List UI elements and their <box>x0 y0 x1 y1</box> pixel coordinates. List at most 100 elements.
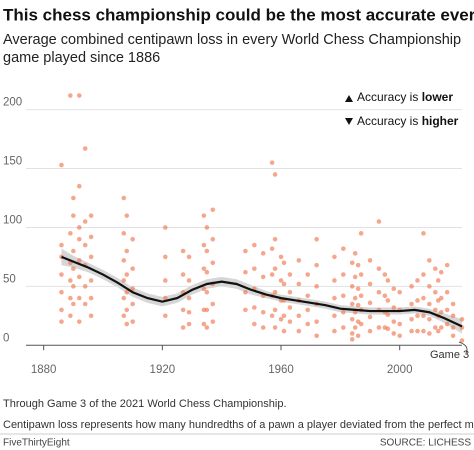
point <box>358 293 364 299</box>
point <box>204 289 210 295</box>
point <box>385 298 391 303</box>
point <box>180 307 186 313</box>
point <box>121 278 127 283</box>
point <box>68 295 73 301</box>
point <box>367 314 373 320</box>
point <box>260 251 266 256</box>
point <box>269 272 275 277</box>
point <box>68 313 73 319</box>
point <box>272 307 278 313</box>
point <box>450 313 456 319</box>
point <box>163 313 168 319</box>
point <box>82 284 88 289</box>
legend-entry: Accuracy is higher <box>357 114 459 128</box>
point <box>355 286 361 291</box>
point <box>376 266 382 271</box>
point <box>124 321 130 327</box>
point <box>415 298 420 303</box>
point <box>314 236 319 242</box>
y-tick-label: 50 <box>3 273 16 285</box>
point <box>88 278 94 283</box>
point <box>281 260 287 266</box>
point <box>391 331 397 336</box>
point <box>121 295 127 301</box>
point <box>427 284 432 289</box>
point <box>355 302 361 308</box>
point <box>124 248 130 254</box>
point <box>385 326 391 332</box>
point <box>252 242 257 248</box>
point <box>409 328 414 334</box>
point <box>358 231 364 236</box>
point <box>352 309 358 315</box>
point <box>305 321 311 327</box>
point <box>415 313 420 319</box>
y-tick-label: 150 <box>3 156 22 168</box>
point <box>287 289 293 295</box>
legend-entry: Accuracy is lower <box>357 90 453 104</box>
point <box>349 301 355 307</box>
point <box>438 269 444 275</box>
point <box>314 319 319 324</box>
point <box>186 321 192 327</box>
point <box>444 289 450 295</box>
legend-emphasis: higher <box>422 114 459 128</box>
point <box>71 284 76 289</box>
points-layer <box>59 93 465 343</box>
point <box>180 248 186 254</box>
point <box>260 325 266 330</box>
point <box>415 278 420 283</box>
point <box>201 213 207 218</box>
y-tick-label: 200 <box>3 97 22 109</box>
point <box>82 242 88 248</box>
point <box>341 272 346 277</box>
point <box>186 254 192 260</box>
point <box>341 309 346 315</box>
point <box>59 289 64 295</box>
point <box>88 295 94 301</box>
point <box>71 266 76 271</box>
point <box>332 295 337 301</box>
point <box>459 317 465 322</box>
point <box>352 251 358 256</box>
x-tick-label: 2000 <box>387 364 413 376</box>
point <box>296 313 302 319</box>
point <box>59 319 64 324</box>
point <box>76 236 82 242</box>
point <box>459 338 465 343</box>
point <box>186 309 192 315</box>
point <box>341 246 346 251</box>
point <box>124 307 130 313</box>
point <box>314 284 319 289</box>
point <box>121 258 127 263</box>
point <box>88 313 94 319</box>
point <box>352 295 358 301</box>
point <box>204 307 210 313</box>
point <box>59 307 64 313</box>
point <box>201 266 207 271</box>
point <box>260 274 266 280</box>
point <box>163 225 168 230</box>
point <box>201 321 207 327</box>
point <box>130 286 135 291</box>
point <box>397 333 402 339</box>
point <box>376 289 382 295</box>
point <box>397 289 402 295</box>
point <box>349 331 355 336</box>
point <box>367 300 373 306</box>
point <box>391 319 397 324</box>
legend-emphasis: lower <box>422 90 454 104</box>
point <box>421 272 426 277</box>
annotation: Game 3 <box>430 349 469 361</box>
point <box>88 254 94 260</box>
point <box>243 307 248 313</box>
point <box>296 281 302 287</box>
point <box>287 305 293 310</box>
point <box>243 269 248 275</box>
point <box>88 234 94 240</box>
point <box>305 293 311 299</box>
point <box>186 278 192 283</box>
point <box>252 266 257 271</box>
point <box>71 301 76 307</box>
